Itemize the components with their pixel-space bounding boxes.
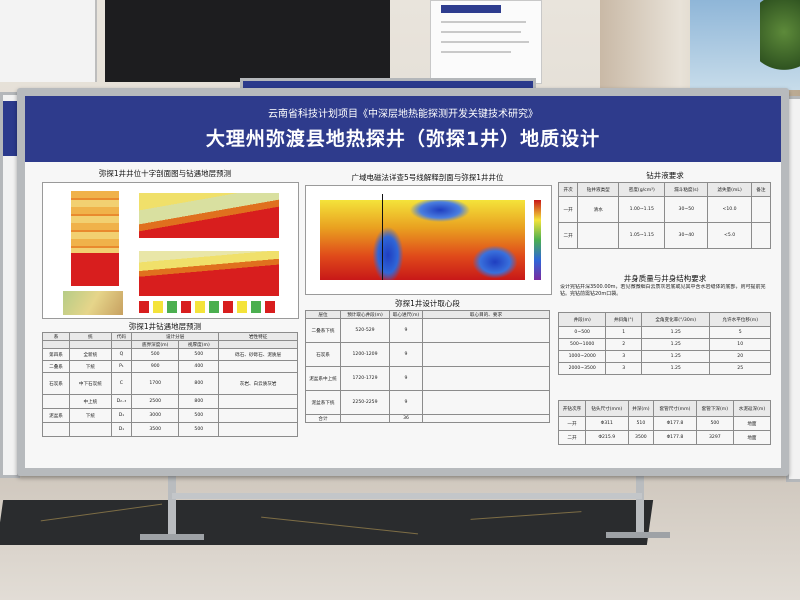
table-row: 500~1000 2 1.25 10: [558, 338, 771, 351]
location-map: [63, 291, 123, 315]
table-header: 钻井液类型: [577, 182, 620, 197]
table-row: 石炭系 1200-1209 9: [305, 342, 550, 367]
table-header: 全角变化率(°/30m): [640, 312, 711, 327]
table-row: 第四系 全新统 Q 500 500 砾石、砂砾石、泥质层: [42, 348, 298, 361]
table-header: 允许水平位移(m): [709, 312, 771, 327]
core-table: 层位 预计取心井段(m) 取心进尺(m) 取心目的、要求 二叠系下统 520-529 9 …: [305, 310, 550, 423]
rug-vein: [470, 511, 582, 520]
dark-marble-rug: [0, 500, 654, 545]
poster-subtitle: 云南省科技计划项目《中深层地热能探测开发关键技术研究》: [268, 109, 538, 120]
structure-table-wrap: 开钻次序 钻头尺寸(mm) 井深(m) 套管尺寸(mm) 套管下深(m) 水泥返深(m) …: [558, 400, 771, 458]
table-row: 泥盆系 下统 D₁ 3000 500: [42, 408, 298, 423]
table-row: 泥盆系下统 2250-2259 9: [305, 390, 550, 415]
table-header: 开钻次序: [558, 400, 586, 417]
table-row: 二叠系 下统 P₁ 900 400: [42, 360, 298, 373]
table-row: 二开 Φ215.9 3500 Φ177.8 3297 地面: [558, 430, 771, 445]
mud-table-wrap: 开次 钻井液类型 密度(g/cm³) 漏斗粘度(s) 滤失量(mL) 备注 一开 清水 1.0…: [558, 182, 771, 262]
dark-display-panel: [105, 0, 390, 82]
table-header: 代码: [110, 332, 133, 341]
table-header: 开次: [558, 182, 579, 197]
section-title: 弥探1井井位十字剖面图与钻遇地层预测: [98, 169, 232, 178]
quality-table-wrap: 井段(m) 井斜角(°) 全角变化率(°/30m) 允许水平位移(m) 0~500 1 1…: [558, 312, 771, 390]
poster-banner: [25, 96, 781, 162]
table-header: 滤失量(mL): [707, 182, 752, 197]
table-header: 井段(m): [558, 312, 607, 327]
stand-leg: [636, 476, 644, 534]
table-header: 备注: [750, 182, 771, 197]
quality-table: 井段(m) 井斜角(°) 全角变化率(°/30m) 允许水平位移(m) 0~500 1 1…: [558, 312, 771, 375]
table-row: 合计 36: [305, 414, 550, 423]
table-row: 一开 Φ311 510 Φ177.8 500 地面: [558, 416, 771, 431]
strat-table: 系统代码 设计分层 岩性特征 底界深度(m) 视厚度(m) 第四系 全新统 Q 500 500…: [42, 332, 298, 437]
table-row: 1000~2000 3 1.25 20: [558, 350, 771, 363]
table-header: 密度(g/cm³): [618, 182, 666, 197]
section-title: 弥探1井钻遇地层预测: [128, 322, 202, 331]
table-header: 设计分层: [131, 332, 220, 341]
table-header: 套管尺寸(mm): [653, 400, 697, 417]
strat-table-wrap: 系统代码 设计分层 岩性特征 底界深度(m) 视厚度(m) 第四系 全新统 Q 500 500…: [42, 332, 298, 460]
table-header: 底界深度(m): [131, 340, 180, 349]
table-row: 石炭系 中下石炭统 C 1700 800 灰岩、白云质灰岩: [42, 372, 298, 395]
table-row: 泥盆系中上统 1720-1729 9: [305, 366, 550, 391]
rug-vein: [40, 503, 162, 522]
cross-section-upper: [139, 193, 279, 238]
stand-leg: [168, 476, 176, 536]
rear-poster-line: [441, 41, 529, 43]
section-title: 弥探1井设计取心段: [395, 299, 460, 308]
table-header: 井深(m): [627, 400, 655, 417]
table-header: 层位: [305, 310, 341, 319]
rear-poster: [430, 0, 542, 84]
stand-foot: [140, 534, 204, 540]
mud-table: 开次 钻井液类型 密度(g/cm³) 漏斗粘度(s) 滤失量(mL) 备注 一开 清水 1.0…: [558, 182, 771, 249]
table-header: 漏斗粘度(s): [664, 182, 709, 197]
cross-section-figure: [42, 182, 299, 319]
table-header: 视厚度(m): [178, 340, 220, 349]
table-header: 钻头尺寸(mm): [584, 400, 629, 417]
rear-poster: [0, 0, 97, 82]
table-header: 系: [42, 332, 70, 341]
poster-title: 大理州弥渡县地热探井（弥探1井）地质设计: [205, 128, 601, 150]
table-header: 统: [68, 332, 112, 341]
core-table-wrap: 层位 预计取心井段(m) 取心进尺(m) 取心目的、要求 二叠系下统 520-529 9 …: [305, 310, 550, 460]
rug-vein: [261, 516, 419, 535]
table-header: 井斜角(°): [605, 312, 642, 327]
cross-section-lower: [139, 251, 279, 296]
rear-poster-line: [441, 51, 511, 53]
color-scale-bar: [534, 200, 541, 280]
stand-crossbar: [172, 493, 642, 499]
table-row: 二开 1.05~1.15 30~40 <5.0: [558, 222, 771, 249]
table-row: 中上统 D₂₋₃ 2500 800: [42, 394, 298, 409]
table-row: 二叠系下统 520-529 9: [305, 318, 550, 343]
well-position-marker: [382, 194, 383, 280]
table-row: 0~500 1 1.25 5: [558, 326, 771, 339]
rear-poster-header: [441, 5, 501, 13]
table-header: 取心目的、要求: [422, 310, 550, 319]
section-title: 井身质量与井身结构要求: [623, 274, 707, 283]
map-legend: [139, 301, 279, 313]
table-header: 水泥返深(m): [732, 400, 771, 417]
structure-table: 开钻次序 钻头尺寸(mm) 井深(m) 套管尺寸(mm) 套管下深(m) 水泥返深(m) …: [558, 400, 771, 445]
stand-foot: [606, 532, 670, 538]
resistivity-section: [320, 200, 525, 280]
table-row: 一开 清水 1.00~1.15 30~50 <10.0: [558, 196, 771, 223]
stratigraphic-column-base: [71, 253, 119, 286]
table-header: 预计取心井段(m): [340, 310, 390, 319]
section-title: 广域电磁法详查5号线解释剖面与弥探1井井位: [351, 173, 504, 182]
rear-poster-line: [441, 31, 521, 33]
section-title: 钻井液要求: [646, 171, 684, 180]
table-header: 取心进尺(m): [389, 310, 423, 319]
table-header: 岩性特征: [218, 332, 298, 341]
table-header: 套管下深(m): [695, 400, 734, 417]
neighbor-board-band: [3, 101, 17, 156]
table-row: D₁ 3500 500: [42, 422, 298, 437]
em-profile-figure: [305, 185, 552, 295]
table-row: 2000~3500 3 1.25 25: [558, 362, 771, 375]
plant: [760, 0, 800, 80]
casing-requirement-text: 设计完钻井深3500.00m，若见微微细白云质灰岩底或见其中含水岩缝体的底部，则…: [560, 284, 766, 297]
rear-poster-line: [441, 21, 526, 23]
